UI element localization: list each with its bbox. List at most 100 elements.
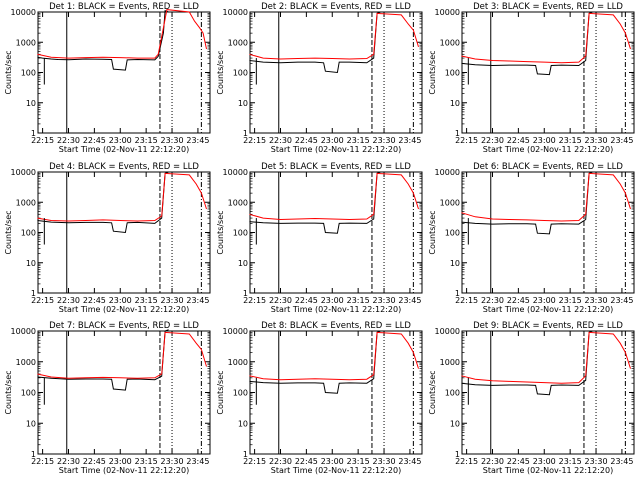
lld-series-line bbox=[461, 331, 631, 384]
y-tick-label: 10000 bbox=[11, 168, 36, 177]
x-tick-label: 22:15 bbox=[243, 457, 266, 466]
x-tick-label: 22:30 bbox=[269, 296, 292, 305]
y-axis-title: Counts/sec bbox=[216, 50, 225, 94]
y-tick-label: 1 bbox=[31, 129, 36, 138]
panels: Det 1: BLACK = Events, RED = LLD 1 10 100 10… bbox=[4, 2, 635, 475]
panel-9: Det 9: BLACK = Events, RED = LLD 1 10 100 10… bbox=[428, 321, 635, 475]
lld-series-line bbox=[37, 331, 207, 379]
y-tick-label: 1 bbox=[31, 450, 36, 459]
y-tick-label: 10 bbox=[26, 259, 36, 268]
y-tick-label: 1 bbox=[243, 450, 248, 459]
x-tick-label: 23:15 bbox=[347, 457, 370, 466]
y-tick-label: 1000 bbox=[16, 358, 36, 367]
lld-series-line bbox=[461, 12, 631, 64]
x-axis-title: Start Time (02-Nov-11 22:12:20) bbox=[483, 466, 613, 475]
x-tick-label: 22:45 bbox=[295, 296, 318, 305]
x-tick-label: 23:00 bbox=[321, 136, 344, 145]
x-tick-label: 23:15 bbox=[347, 296, 370, 305]
x-axis-title: Start Time (02-Nov-11 22:12:20) bbox=[59, 466, 189, 475]
x-tick-label: 23:15 bbox=[559, 457, 582, 466]
lld-series-line bbox=[37, 172, 207, 222]
y-tick-label: 10000 bbox=[11, 327, 36, 336]
x-tick-label: 23:00 bbox=[109, 136, 132, 145]
x-tick-label: 23:15 bbox=[135, 457, 158, 466]
panel-7: Det 7: BLACK = Events, RED = LLD 1 10 100 10… bbox=[4, 321, 211, 475]
x-tick-label: 23:15 bbox=[347, 136, 370, 145]
panel-2: Det 2: BLACK = Events, RED = LLD 1 10 100 10… bbox=[216, 2, 423, 154]
y-tick-label: 10 bbox=[26, 419, 36, 428]
x-tick-label: 22:30 bbox=[57, 136, 80, 145]
x-tick-label: 22:45 bbox=[507, 457, 530, 466]
events-series-line bbox=[249, 330, 381, 394]
events-series-line bbox=[249, 171, 381, 234]
chart-title: Det 8: BLACK = Events, RED = LLD bbox=[261, 321, 411, 331]
y-tick-label: 100 bbox=[21, 229, 36, 238]
x-tick-label: 22:45 bbox=[83, 136, 106, 145]
x-tick-label: 22:30 bbox=[481, 136, 504, 145]
x-tick-label: 23:30 bbox=[373, 136, 396, 145]
x-tick-label: 22:15 bbox=[455, 457, 478, 466]
x-tick-label: 22:15 bbox=[31, 136, 54, 145]
y-tick-label: 10000 bbox=[11, 8, 36, 17]
y-tick-label: 1 bbox=[455, 450, 460, 459]
events-series-line bbox=[461, 11, 593, 76]
x-tick-label: 23:15 bbox=[559, 136, 582, 145]
panel-5: Det 5: BLACK = Events, RED = LLD 1 10 100 10… bbox=[216, 162, 423, 314]
lld-series-line bbox=[461, 172, 631, 222]
x-tick-label: 22:45 bbox=[83, 296, 106, 305]
x-axis-title: Start Time (02-Nov-11 22:12:20) bbox=[59, 305, 189, 314]
chart-title: Det 3: BLACK = Events, RED = LLD bbox=[473, 2, 623, 12]
y-tick-label: 1000 bbox=[228, 358, 248, 367]
y-tick-label: 10 bbox=[26, 99, 36, 108]
x-tick-label: 23:45 bbox=[186, 457, 209, 466]
x-tick-label: 23:00 bbox=[321, 457, 344, 466]
y-tick-label: 100 bbox=[233, 389, 248, 398]
y-tick-label: 100 bbox=[233, 229, 248, 238]
panel-3: Det 3: BLACK = Events, RED = LLD 1 10 100 10… bbox=[428, 2, 635, 154]
chart-title: Det 5: BLACK = Events, RED = LLD bbox=[261, 162, 411, 172]
x-tick-label: 22:30 bbox=[57, 457, 80, 466]
x-tick-label: 22:45 bbox=[295, 136, 318, 145]
panel-8: Det 8: BLACK = Events, RED = LLD 1 10 100 10… bbox=[216, 321, 423, 475]
x-tick-label: 22:30 bbox=[269, 136, 292, 145]
x-tick-label: 22:30 bbox=[57, 296, 80, 305]
x-tick-label: 23:30 bbox=[161, 296, 184, 305]
x-tick-label: 23:45 bbox=[186, 296, 209, 305]
x-tick-label: 22:30 bbox=[269, 457, 292, 466]
y-tick-label: 10 bbox=[450, 259, 460, 268]
y-tick-label: 10000 bbox=[435, 327, 460, 336]
x-axis-title: Start Time (02-Nov-11 22:12:20) bbox=[483, 305, 613, 314]
x-tick-label: 23:45 bbox=[610, 136, 633, 145]
x-tick-label: 23:30 bbox=[373, 296, 396, 305]
y-tick-label: 1000 bbox=[440, 38, 460, 47]
lld-series-line bbox=[37, 9, 207, 59]
x-tick-label: 23:45 bbox=[610, 457, 633, 466]
panel-4: Det 4: BLACK = Events, RED = LLD 1 10 100 10… bbox=[4, 162, 211, 314]
y-tick-label: 10 bbox=[238, 419, 248, 428]
x-tick-label: 22:30 bbox=[481, 457, 504, 466]
x-tick-label: 22:15 bbox=[31, 457, 54, 466]
lld-series-line bbox=[249, 331, 419, 381]
x-tick-label: 23:45 bbox=[610, 296, 633, 305]
events-series-line bbox=[37, 171, 169, 234]
y-tick-label: 100 bbox=[445, 229, 460, 238]
y-tick-label: 10000 bbox=[223, 327, 248, 336]
x-tick-label: 23:00 bbox=[109, 457, 132, 466]
x-axis-title: Start Time (02-Nov-11 22:12:20) bbox=[483, 145, 613, 154]
x-tick-label: 23:45 bbox=[398, 136, 421, 145]
x-tick-label: 23:45 bbox=[186, 136, 209, 145]
x-tick-label: 22:15 bbox=[243, 296, 266, 305]
x-tick-label: 23:00 bbox=[533, 296, 556, 305]
x-tick-label: 23:15 bbox=[559, 296, 582, 305]
x-tick-label: 23:30 bbox=[373, 457, 396, 466]
x-tick-label: 22:15 bbox=[243, 136, 266, 145]
events-series-line bbox=[249, 11, 381, 74]
y-tick-label: 10 bbox=[238, 259, 248, 268]
y-tick-label: 10000 bbox=[223, 8, 248, 17]
y-tick-label: 1000 bbox=[16, 198, 36, 207]
events-series-line bbox=[461, 330, 593, 396]
x-tick-label: 23:30 bbox=[161, 136, 184, 145]
y-tick-label: 1000 bbox=[228, 38, 248, 47]
